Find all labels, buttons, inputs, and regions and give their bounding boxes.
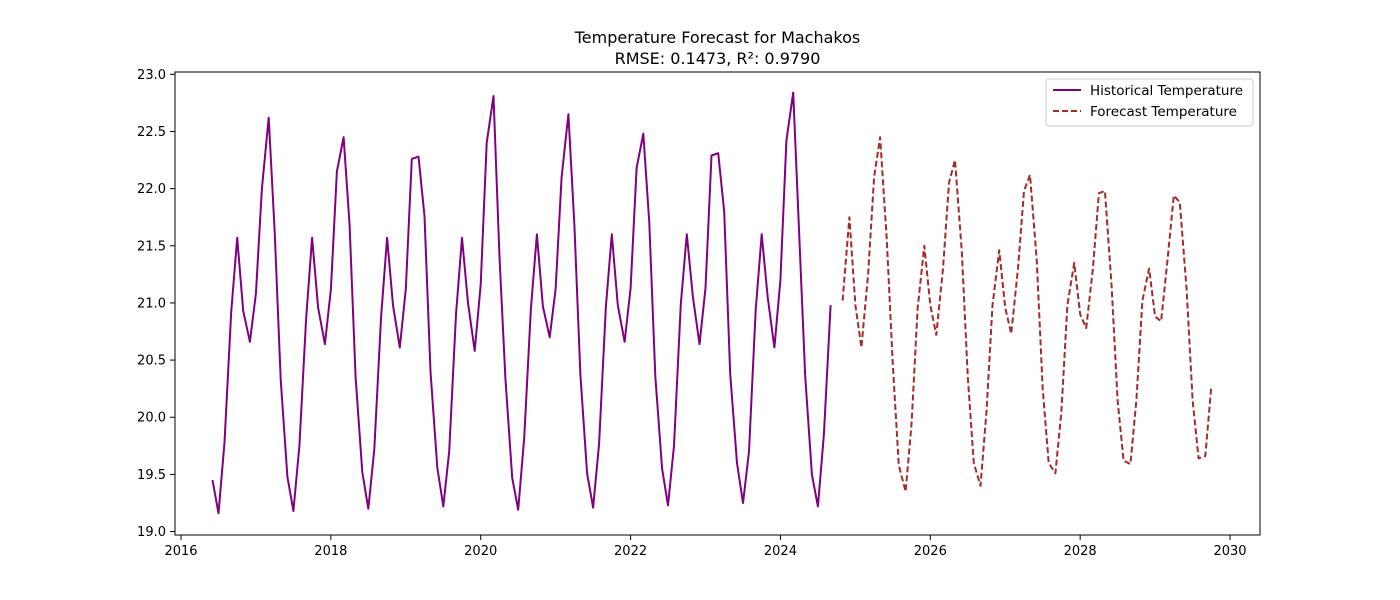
x-axis: 2016 2018 2020 2022 2024 2026 2028 2030 <box>164 535 1247 559</box>
x-tick-label: 2028 <box>1064 544 1097 559</box>
legend: Historical Temperature Forecast Temperat… <box>1045 78 1254 127</box>
x-tick-label: 2030 <box>1213 544 1246 559</box>
historical-temperature-line <box>211 91 832 515</box>
x-tick-label: 2018 <box>314 544 347 559</box>
legend-label-forecast: Forecast Temperature <box>1090 104 1237 120</box>
y-tick-label: 20.5 <box>137 354 166 369</box>
chart-title: Temperature Forecast for Machakos <box>574 28 860 47</box>
x-tick-label: 2016 <box>164 544 197 559</box>
y-tick-label: 23.0 <box>137 68 166 83</box>
legend-label-historical: Historical Temperature <box>1090 83 1243 99</box>
y-tick-label: 20.0 <box>137 411 166 426</box>
chart-subtitle: RMSE: 0.1473, R²: 0.9790 <box>615 49 821 68</box>
y-tick-label: 19.0 <box>137 525 166 540</box>
legend-box <box>1045 78 1254 127</box>
forecast-temperature-line <box>841 136 1213 493</box>
x-tick-label: 2022 <box>614 544 647 559</box>
y-tick-label: 21.0 <box>137 296 166 311</box>
x-tick-label: 2020 <box>464 544 497 559</box>
y-axis: 19.0 19.5 20.0 20.5 21.0 21.5 22.0 22.5 23.0 <box>137 68 175 540</box>
y-tick-label: 19.5 <box>137 468 166 483</box>
x-tick-label: 2024 <box>764 544 797 559</box>
y-tick-label: 22.5 <box>137 125 166 140</box>
plot-area-frame <box>174 71 1261 536</box>
x-tick-label: 2026 <box>914 544 947 559</box>
y-tick-label: 21.5 <box>137 239 166 254</box>
y-tick-label: 22.0 <box>137 182 166 197</box>
